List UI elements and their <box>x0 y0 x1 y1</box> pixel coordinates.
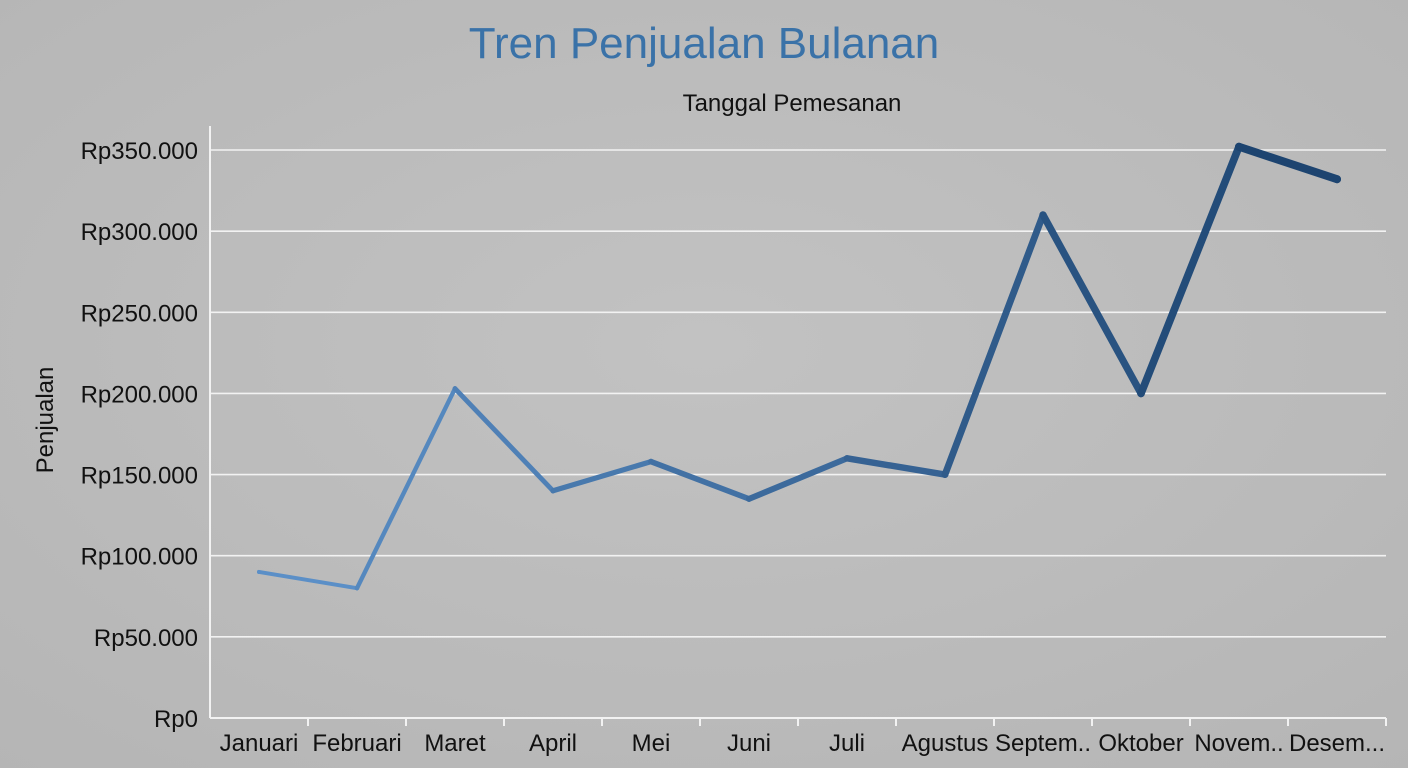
x-tick-label: Maret <box>424 730 486 757</box>
axes <box>209 126 1387 726</box>
line-segment <box>550 458 654 494</box>
x-tick-label: Agustus <box>902 730 989 757</box>
line-segment <box>746 455 850 502</box>
y-tick-label: Rp50.000 <box>94 625 198 652</box>
x-tick-label: Juli <box>829 730 865 757</box>
chart-title: Tren Penjualan Bulanan <box>469 19 940 68</box>
line-segment <box>648 458 752 502</box>
x-tick-label: Desem... <box>1289 730 1385 757</box>
y-tick-labels: Rp0 Rp50.000 Rp100.000 Rp150.000 Rp200.000 Rp… <box>81 138 198 733</box>
x-tick-label: April <box>529 730 577 757</box>
line-segment <box>354 386 458 591</box>
data-point <box>746 495 752 502</box>
y-tick-label: Rp100.000 <box>81 544 198 571</box>
line-segment <box>257 569 359 591</box>
y-tick-label: Rp350.000 <box>81 138 198 165</box>
data-point <box>1333 175 1341 184</box>
y-tick-label: Rp200.000 <box>81 381 198 408</box>
y-tick-label: Rp250.000 <box>81 300 198 327</box>
y-tick-label: Rp300.000 <box>81 219 198 246</box>
gridlines <box>210 149 1386 638</box>
x-tick-labels: Januari Februari Maret April Mei Juni Juli Agus… <box>220 730 1385 757</box>
data-point <box>941 471 949 478</box>
x-tick-label: Juni <box>727 730 771 757</box>
line-segment <box>941 211 1047 478</box>
x-tick-label: Februari <box>312 730 401 757</box>
data-point <box>1235 142 1243 151</box>
line-segment <box>843 455 949 478</box>
x-tick-label: Septem.. <box>995 730 1091 757</box>
y-tick-label: Rp0 <box>154 706 198 733</box>
x-tick-label: Oktober <box>1098 730 1183 757</box>
data-point <box>1039 211 1047 219</box>
data-point <box>257 569 261 574</box>
line-segment <box>1235 142 1341 184</box>
data-point <box>843 455 851 462</box>
data-point <box>550 488 556 494</box>
data-point <box>648 458 654 465</box>
chart-subtitle: Tanggal Pemesanan <box>683 90 902 117</box>
x-tick-label: Januari <box>220 730 299 757</box>
line-segment <box>452 386 556 494</box>
data-point <box>1137 389 1145 398</box>
data-point <box>354 585 360 591</box>
x-tick-label: Novem.. <box>1194 730 1283 757</box>
data-series <box>257 142 1341 591</box>
data-point <box>452 386 458 391</box>
y-axis-label: Penjualan <box>32 367 59 474</box>
line-segment <box>1137 142 1243 398</box>
y-tick-label: Rp150.000 <box>81 463 198 490</box>
x-tick-label: Mei <box>632 730 671 757</box>
line-segment <box>1039 211 1145 398</box>
